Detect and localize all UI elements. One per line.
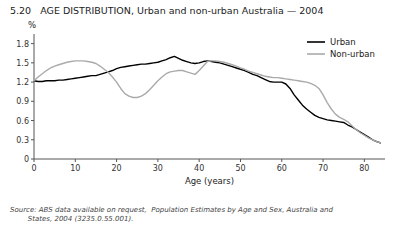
y-tick-label: 0.3 (16, 136, 29, 145)
x-tick-label: 30 (153, 164, 163, 173)
annotation-line: States, 2004 (3235.0.55.001). (10, 215, 133, 223)
y-tick (31, 139, 34, 140)
y-tick-label: 0.6 (16, 117, 29, 126)
x-tick (75, 159, 76, 162)
x-tick-label: 80 (359, 164, 369, 173)
x-tick (281, 159, 282, 162)
x-tick-label: 20 (111, 164, 121, 173)
x-tick (199, 159, 200, 162)
legend: Urban Non-urban (307, 37, 375, 59)
x-tick-label: 50 (235, 164, 245, 173)
chart: 5.20 AGE DISTRIBUTION, Urban and non-urb… (0, 0, 397, 227)
x-tick (157, 159, 158, 162)
y-tick-label: 0 (24, 155, 29, 164)
y-tick-label: 1.5 (16, 59, 29, 68)
y-tick (31, 43, 34, 44)
x-label: Age (years) (185, 176, 234, 186)
x-tick-label: 60 (277, 164, 287, 173)
series-group (34, 56, 381, 143)
y-tick-label: 1.8 (16, 40, 29, 49)
x-tick (240, 159, 241, 162)
x-tick-label: 10 (70, 164, 80, 173)
y-tick-label: 0.9 (16, 97, 29, 106)
y-tick (31, 82, 34, 83)
x-axis (34, 159, 385, 160)
y-tick (31, 101, 34, 102)
x-tick (364, 159, 365, 162)
x-tick-label: 40 (194, 164, 204, 173)
y-tick-label: 1.2 (16, 78, 29, 87)
legend-label: Non-urban (330, 49, 375, 59)
y-tick (31, 120, 34, 121)
line (34, 56, 381, 143)
annotation-line: Source: ABS data available on request, P… (10, 206, 334, 214)
y-label: % (28, 20, 36, 30)
line (34, 61, 381, 143)
x-tick-label: 70 (318, 164, 328, 173)
x-tick (116, 159, 117, 162)
y-tick (31, 159, 34, 160)
x-tick (323, 159, 324, 162)
y-tick (31, 62, 34, 63)
title: 5.20 AGE DISTRIBUTION, Urban and non-urb… (10, 5, 323, 16)
annotation: Source: ABS data available on request, P… (10, 206, 334, 223)
x-tick-label: 0 (31, 164, 36, 173)
legend-swatch (307, 41, 325, 43)
legend-label: Urban (330, 37, 356, 47)
legend-swatch (307, 53, 325, 55)
